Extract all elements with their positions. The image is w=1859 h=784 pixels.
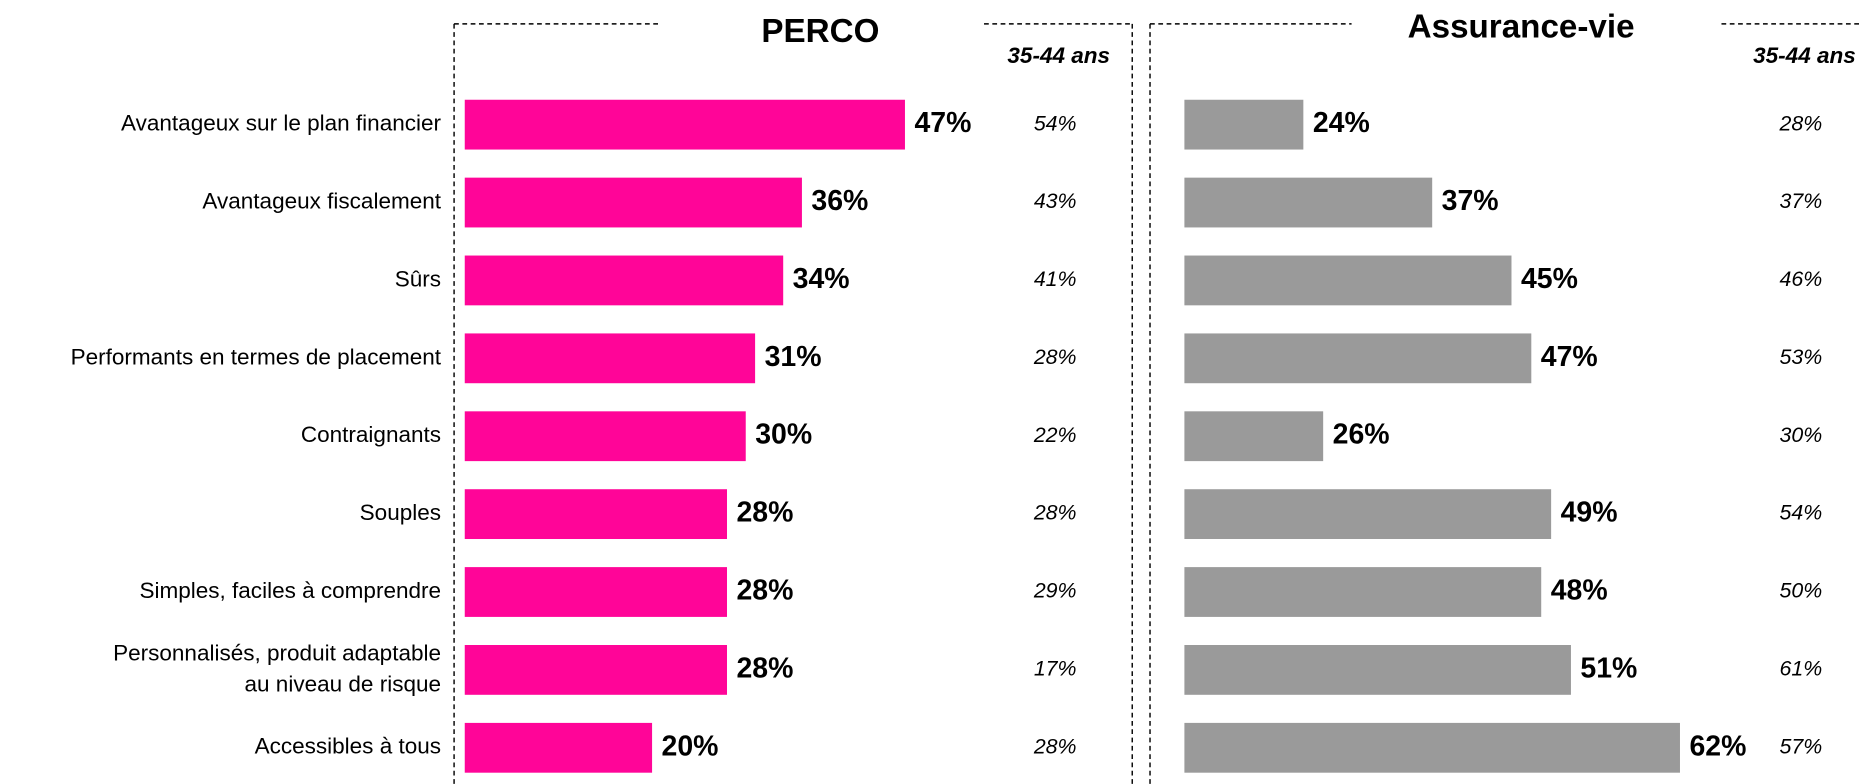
category-label: Simples, faciles à comprendre [139,578,441,603]
panel-title: Assurance-vie [1408,8,1635,45]
bar [464,567,728,617]
value-label: 47% [1541,341,1598,373]
column-value: 29% [1033,579,1077,603]
value-label: 36% [811,185,868,217]
value-label: 34% [793,263,850,295]
category-label: Sûrs [395,266,441,291]
value-label: 26% [1333,419,1390,451]
column-value: 50% [1780,579,1823,603]
column-value: 61% [1780,657,1823,681]
value-label: 47% [914,107,971,139]
column-value: 43% [1034,189,1077,213]
bar [1184,722,1680,773]
column-value: 46% [1780,267,1823,291]
panel-frame [1149,23,1859,784]
bar [464,489,728,540]
bar [1184,255,1512,306]
bar [1184,99,1304,150]
column-value: 28% [1779,111,1823,135]
column-value: 28% [1033,501,1077,525]
column-value: 17% [1034,657,1077,681]
value-label: 28% [736,497,793,529]
category-label: Souples [360,500,441,525]
bar [1184,333,1532,384]
bar [1184,645,1571,695]
panel-frame [453,23,1133,784]
bar [464,177,802,228]
category-label: Personnalisés, produit adaptable au nivea… [113,640,441,696]
value-label: 24% [1313,107,1370,139]
bar [1184,489,1552,540]
value-label: 62% [1689,730,1746,762]
category-label: Performants en termes de placement [71,344,442,369]
value-label: 51% [1580,652,1637,684]
column-value: 22% [1033,423,1077,447]
bar [464,722,653,773]
column-header: 35-44 ans [1007,43,1110,68]
value-label: 31% [765,341,822,373]
value-label: 30% [755,419,812,451]
category-label: Contraignants [301,422,441,447]
bar [1184,177,1433,228]
bar [464,411,746,462]
bar [464,333,756,384]
column-value: 28% [1033,734,1077,758]
panel-title: PERCO [761,13,879,50]
value-label: 28% [736,652,793,684]
column-value: 41% [1034,267,1077,291]
column-header: 35-44 ans [1753,43,1856,68]
value-label: 37% [1442,185,1499,217]
value-label: 48% [1551,575,1608,607]
value-label: 20% [662,730,719,762]
column-value: 30% [1780,423,1823,447]
value-label: 45% [1521,263,1578,295]
column-value: 28% [1033,345,1077,369]
column-value: 57% [1780,734,1823,758]
value-label: 49% [1561,497,1618,529]
category-label: Avantageux fiscalement [202,188,441,213]
category-label: Accessibles à tous [255,734,441,759]
bar [1184,411,1324,462]
value-label: 28% [736,575,793,607]
bar [464,255,784,306]
column-value: 54% [1034,111,1077,135]
column-value: 37% [1780,189,1823,213]
column-value: 54% [1780,501,1823,525]
bar [464,645,728,695]
bar [1184,567,1542,617]
category-label: Avantageux sur le plan financier [121,111,442,136]
bar [464,99,905,150]
column-value: 53% [1780,345,1823,369]
